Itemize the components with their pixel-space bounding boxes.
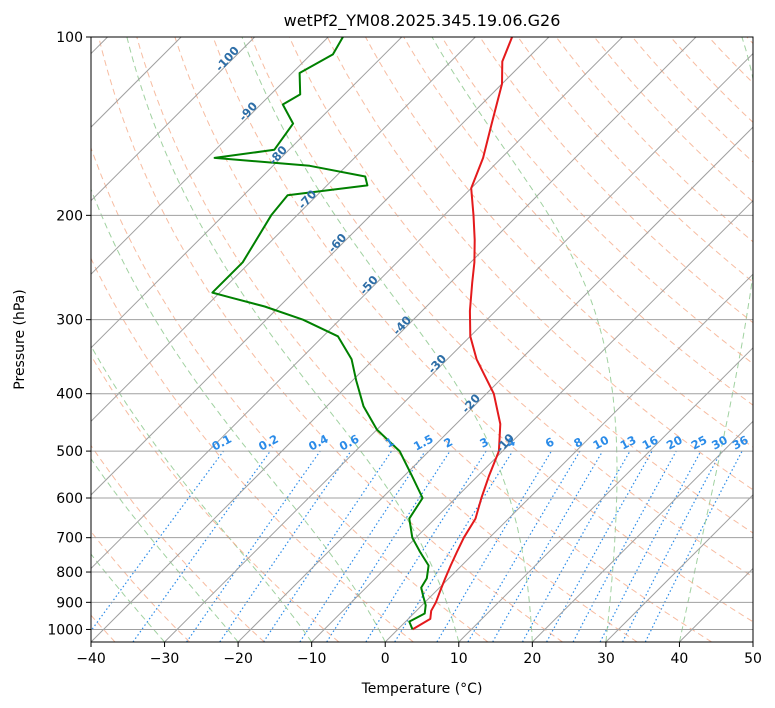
- isotherm-line: [91, 37, 550, 496]
- isotherm-line: [91, 37, 403, 349]
- dewpoint-profile-line: [211, 37, 430, 630]
- isotherm-line: [91, 37, 256, 202]
- mixing-ratio-line: [326, 450, 451, 642]
- isotherm-line: [458, 347, 753, 642]
- isotherm-line: [752, 641, 753, 642]
- mixing-ratio-label: 36: [730, 433, 751, 453]
- mixing-ratio-label: 30: [709, 433, 730, 453]
- mixing-ratio-line: [262, 450, 392, 642]
- isotherm-line: [164, 52, 753, 642]
- isotherm-line: [605, 494, 753, 642]
- isotherm-line: [91, 37, 476, 423]
- y-tick-label: 500: [56, 444, 83, 460]
- moist-adiabat-line: [91, 188, 386, 642]
- x-axis-ticks: −40 −30 −20 −10 0 10 20 30 40 50: [76, 642, 762, 667]
- moist-adiabat-label: 0: [756, 456, 772, 471]
- x-tick-label: −20: [223, 651, 253, 667]
- mixing-ratio-line: [521, 450, 631, 642]
- y-tick-label: 900: [56, 595, 83, 611]
- x-axis-label: Temperature (°C): [361, 681, 483, 697]
- mixing-ratio-line: [186, 450, 321, 642]
- mixing-ratio-line: [299, 450, 426, 642]
- x-tick-label: 50: [744, 651, 762, 667]
- moist-adiabat-line: [678, 37, 753, 642]
- y-tick-label: 800: [56, 565, 83, 581]
- dry-adiabat-line: [326, 37, 753, 491]
- y-axis-label: Pressure (hPa): [12, 289, 28, 389]
- moist-adiabat-line: [91, 457, 239, 642]
- isotherm-line: [237, 126, 753, 642]
- mixing-ratio-label: 20: [664, 433, 685, 453]
- mixing-ratio-label: 10: [590, 433, 611, 453]
- mixing-ratio-line: [91, 450, 224, 632]
- isotherm-line: [531, 420, 753, 642]
- mixing-ratio-line: [132, 450, 271, 642]
- x-tick-label: 20: [523, 651, 541, 667]
- mixing-ratio-label: 25: [689, 433, 710, 453]
- isotherm-line: [91, 37, 697, 642]
- y-tick-label: 100: [56, 30, 83, 46]
- isobar-grid: [91, 37, 753, 630]
- x-tick-label: 0: [381, 651, 390, 667]
- isotherm-line: [91, 37, 623, 570]
- moist-adiabat-line: [241, 37, 533, 642]
- y-tick-label: 600: [56, 491, 83, 507]
- mixing-ratio-lines: [91, 450, 743, 642]
- y-axis-ticks: 100 200 300 400 500 600 700 800 900 1000: [47, 30, 91, 638]
- y-tick-label: 200: [56, 208, 83, 224]
- isotherm-line: [91, 37, 329, 275]
- dry-adiabats: [91, 37, 753, 642]
- moist-adiabat-label: 10: [764, 501, 775, 522]
- mixing-ratio-label: 16: [640, 433, 661, 453]
- dry-adiabat-line: [91, 444, 265, 642]
- dry-adiabat-line: [91, 257, 414, 642]
- mixing-ratio-line: [572, 450, 677, 642]
- dry-adiabat-line: [288, 37, 753, 534]
- dry-adiabat-line: [365, 37, 753, 448]
- x-tick-label: 30: [597, 651, 615, 667]
- x-tick-label: −10: [297, 651, 327, 667]
- chart-title: wetPf2_YM08.2025.345.19.06.G26: [284, 11, 561, 31]
- mixing-ratio-line: [644, 450, 743, 642]
- dry-adiabat-line: [212, 37, 753, 623]
- isotherm-line: [311, 199, 753, 642]
- dry-adiabat-line: [136, 37, 638, 642]
- y-tick-label: 300: [56, 313, 83, 329]
- isotherm-line: [384, 273, 753, 642]
- plot-background: [91, 37, 753, 642]
- mixing-ratio-line: [394, 450, 514, 642]
- y-tick-label: 1000: [47, 622, 83, 638]
- x-tick-label: 40: [671, 651, 689, 667]
- dry-adiabat-line: [250, 37, 753, 578]
- dry-adiabat-line: [174, 37, 712, 642]
- moist-adiabat-line: [431, 37, 618, 642]
- x-tick-label: −40: [76, 651, 106, 667]
- dry-adiabat-line: [98, 37, 563, 642]
- temperature-profile-line: [411, 37, 514, 631]
- moist-adiabat-line: [126, 37, 460, 642]
- dry-adiabat-line: [91, 354, 340, 642]
- y-tick-label: 700: [56, 531, 83, 547]
- plot-frame: [90, 36, 754, 643]
- isotherm-grid: [91, 37, 753, 642]
- x-tick-label: 10: [450, 651, 468, 667]
- moist-adiabat-line: [91, 553, 165, 642]
- mixing-ratio-line: [546, 450, 653, 642]
- mixing-ratio-label: 13: [618, 433, 639, 453]
- mixing-ratio-line: [219, 450, 352, 642]
- moist-adiabat-line: [752, 640, 753, 642]
- y-tick-label: 400: [56, 387, 83, 403]
- x-tick-label: −30: [150, 651, 180, 667]
- data-series: [211, 37, 514, 631]
